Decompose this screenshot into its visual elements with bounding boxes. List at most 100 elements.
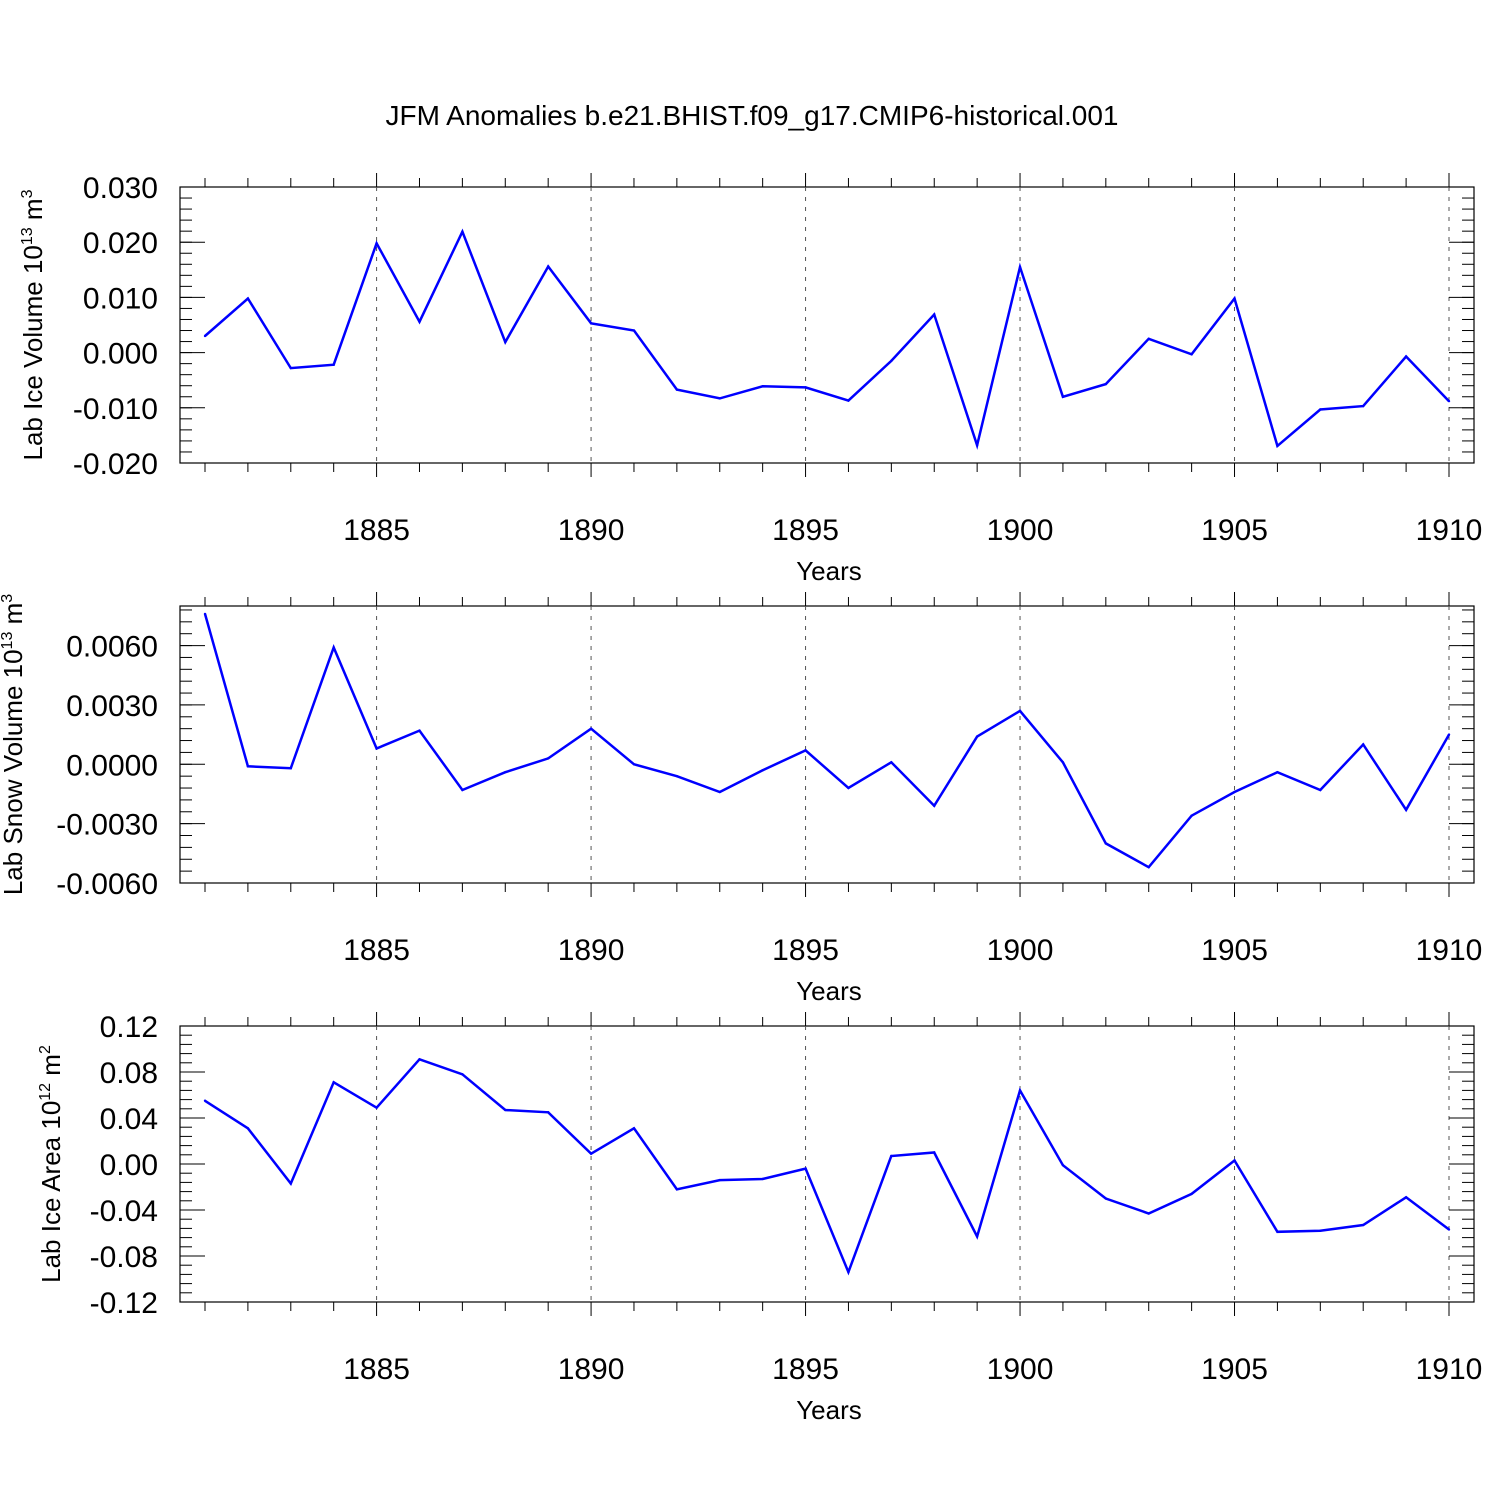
data-point <box>504 1108 507 1112</box>
data-point <box>847 786 850 790</box>
data-point <box>1276 771 1279 774</box>
data-point <box>1190 1192 1193 1196</box>
series-line <box>204 1057 1450 1276</box>
y-tick-label: 0.020 <box>83 227 158 260</box>
y-tick-label: 0.0030 <box>66 690 158 723</box>
data-point <box>203 334 207 338</box>
data-point <box>847 399 850 402</box>
data-point <box>546 1111 550 1114</box>
data-point <box>461 788 464 792</box>
data-point <box>1319 1229 1322 1232</box>
data-point <box>1276 444 1279 448</box>
data-point <box>1276 1230 1279 1234</box>
x-axis-label: Years <box>796 1395 862 1425</box>
data-point <box>890 761 893 764</box>
x-tick-label: 1895 <box>772 514 839 547</box>
chart-title: JFM Anomalies b.e21.BHIST.f09_g17.CMIP6-… <box>385 100 1118 131</box>
data-point <box>1018 709 1022 713</box>
data-point <box>1104 842 1108 845</box>
data-point <box>804 749 807 752</box>
data-point <box>375 1106 378 1109</box>
data-point <box>546 265 550 268</box>
data-point <box>461 1073 464 1076</box>
data-point <box>1362 1223 1365 1227</box>
data-point <box>1018 265 1022 269</box>
data-point <box>1061 395 1065 398</box>
data-point <box>1190 353 1193 356</box>
data-point <box>461 230 464 233</box>
data-point <box>1104 1197 1108 1200</box>
data-point <box>804 1167 807 1170</box>
x-tick-label: 1890 <box>558 514 625 547</box>
data-point <box>933 1151 936 1154</box>
data-point <box>975 735 979 738</box>
data-point <box>332 646 335 649</box>
data-point <box>1190 814 1193 817</box>
data-point <box>546 757 550 760</box>
x-tick-label: 1885 <box>343 514 410 547</box>
x-tick-label: 1895 <box>772 1353 839 1386</box>
data-point <box>1147 865 1150 869</box>
data-point <box>1319 408 1322 411</box>
data-point <box>418 729 421 732</box>
panel-2: 1885 1890 1895 1900 1905 1910 Years -0.0060 -0.0… <box>0 592 1482 1006</box>
data-point <box>1061 1163 1065 1167</box>
y-tick-label: -0.0060 <box>56 868 158 901</box>
data-point <box>632 1127 636 1130</box>
data-point <box>761 769 764 772</box>
data-point <box>847 1270 850 1274</box>
y-tick-label: 0.08 <box>100 1057 158 1090</box>
y-axis-label: Lab Snow Volume 1013 m3 <box>0 594 28 895</box>
y-tick-label: 0.0060 <box>66 631 158 664</box>
x-tick-label: 1905 <box>1201 514 1268 547</box>
data-point <box>1233 790 1236 794</box>
data-point <box>1404 808 1408 811</box>
plot-frame <box>179 1025 1475 1303</box>
y-axis-label: Lab Ice Area 1012 m2 <box>36 1045 66 1283</box>
y-tick-label: 0.0000 <box>66 749 158 782</box>
data-point <box>1147 337 1150 340</box>
data-point <box>1147 1212 1150 1215</box>
data-point <box>1447 399 1451 403</box>
data-point <box>246 765 250 768</box>
y-tick-label: -0.04 <box>90 1195 158 1228</box>
x-tick-label: 1890 <box>558 934 625 967</box>
data-point <box>804 386 807 389</box>
data-point <box>418 1058 421 1061</box>
data-point <box>1447 1228 1451 1231</box>
series-line <box>204 228 1450 450</box>
data-point <box>1104 382 1108 386</box>
data-point <box>375 242 378 245</box>
data-point <box>1018 1089 1022 1092</box>
data-point <box>933 804 936 808</box>
data-point <box>1404 1196 1408 1199</box>
data-point <box>1404 355 1408 358</box>
y-tick-label: 0.000 <box>83 338 158 371</box>
data-point <box>589 1152 593 1155</box>
data-point <box>332 1081 335 1084</box>
data-point <box>1362 404 1365 408</box>
data-point <box>332 363 335 366</box>
panel-1: 1885 1890 1895 1900 1905 1910 Years -0.020 -0.01… <box>18 172 1482 586</box>
data-point <box>1061 761 1065 764</box>
y-tick-label: 0.00 <box>100 1149 158 1182</box>
data-point <box>675 1188 679 1191</box>
y-tick-label: 0.12 <box>100 1011 158 1044</box>
data-point <box>203 612 207 616</box>
x-axis-label: Years <box>796 556 862 586</box>
data-point <box>975 444 979 447</box>
x-tick-label: 1910 <box>1416 934 1483 967</box>
data-point <box>289 767 292 770</box>
x-tick-label: 1900 <box>987 934 1054 967</box>
plot-frame <box>179 605 1475 884</box>
panel-3: 1885 1890 1895 1900 1905 1910 Years -0.12 -0.08 -… <box>36 1011 1482 1425</box>
data-point <box>975 1235 979 1238</box>
data-point <box>1233 1159 1236 1162</box>
x-tick-label: 1895 <box>772 934 839 967</box>
data-point <box>1447 733 1451 736</box>
x-tick-label: 1905 <box>1201 1353 1268 1386</box>
y-tick-label: -0.020 <box>73 448 158 481</box>
data-point <box>1362 743 1365 746</box>
plot-frame <box>179 186 1475 464</box>
data-point <box>246 1127 250 1130</box>
